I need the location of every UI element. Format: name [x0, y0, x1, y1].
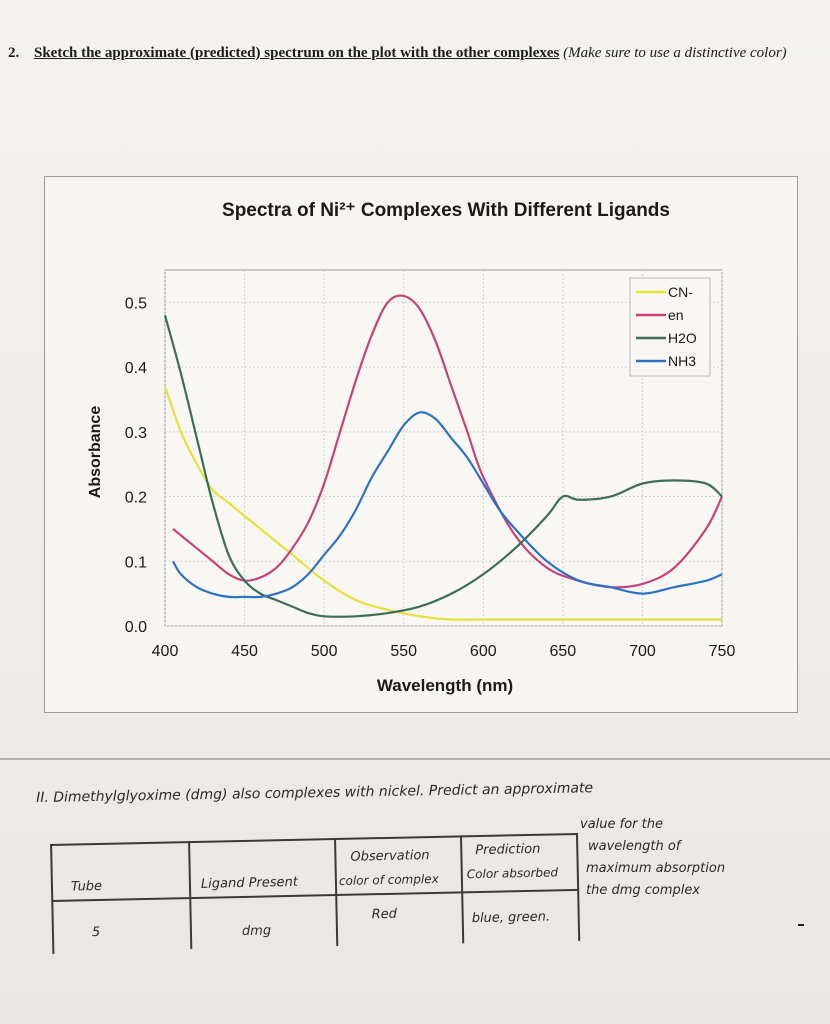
data-table: Tube Ligand Present Observation color of… [50, 829, 582, 955]
series-layer [163, 294, 723, 621]
header-ligand: Ligand Present [200, 874, 299, 892]
note-line-4: the dmg complex [586, 883, 701, 898]
series-line-nh3 [172, 411, 723, 599]
legend-box [629, 277, 711, 377]
y-tick-label: 0.0 [125, 619, 147, 636]
x-tick-labels: 400 450 500 550 600 650 700 750 [152, 643, 736, 660]
section-divider [0, 758, 830, 760]
x-tick-label: 400 [152, 643, 179, 660]
question-instruction: Sketch the approximate (predicted) spect… [34, 45, 560, 61]
question-text: Sketch the approximate (predicted) spect… [34, 44, 804, 63]
table-col-divider-4 [575, 832, 580, 941]
chart-title: Spectra of Ni²⁺ Complexes With Different… [222, 200, 670, 221]
series-line-h2o [163, 315, 723, 618]
y-tick-label: 0.4 [125, 360, 147, 377]
table-header-rule [51, 888, 580, 902]
header-tube: Tube [70, 878, 103, 895]
y-tick-label: 0.3 [125, 425, 147, 442]
y-tick-label: 0.1 [125, 554, 147, 571]
y-tick-labels: 0.0 0.1 0.2 0.3 0.4 0.5 [125, 295, 147, 636]
table-col-divider-1 [188, 841, 192, 950]
stray-mark [798, 924, 804, 926]
y-tick-label: 0.5 [125, 295, 147, 312]
legend-label: en [668, 307, 684, 323]
x-tick-label: 600 [470, 643, 497, 660]
x-tick-label: 700 [629, 643, 656, 660]
table-col-divider-2 [334, 838, 338, 947]
grid-lines [164, 270, 723, 627]
plot-area [164, 269, 723, 627]
note-line-3: maximum absorption [586, 861, 726, 876]
question-number: 2. [8, 45, 20, 61]
cell-prediction: blue, green. [471, 909, 551, 927]
legend-label: NH3 [668, 353, 696, 369]
cell-ligand: dmg [241, 923, 272, 939]
note-line-2: wavelength of [588, 839, 681, 854]
x-tick-label: 750 [709, 643, 736, 660]
header-observation-sub: color of complex [338, 871, 439, 888]
spectra-chart: Spectra of Ni²⁺ Complexes With Different… [87, 200, 736, 695]
header-observation: Observation [350, 848, 430, 865]
table-col-divider-3 [459, 835, 464, 944]
x-tick-label: 550 [390, 643, 417, 660]
x-tick-label: 500 [311, 643, 338, 660]
cell-observation: Red [371, 906, 398, 923]
header-prediction-sub: Color absorbed [466, 865, 559, 882]
chart-frame: Spectra of Ni²⁺ Complexes With Different… [44, 176, 798, 713]
x-axis-label: Wavelength (nm) [377, 676, 513, 695]
x-tick-label: 650 [550, 643, 577, 660]
legend-label: H2O [668, 330, 697, 346]
x-tick-label: 450 [231, 643, 258, 660]
legend-label: CN- [668, 284, 693, 300]
note-line-1: value for the [580, 817, 663, 832]
cell-tube: 5 [91, 924, 101, 941]
header-prediction: Prediction [475, 841, 541, 859]
y-axis-label: Absorbance [87, 406, 104, 499]
chart-legend: CN-en H2O NH3 [629, 277, 711, 377]
question-note: (Make sure to use a distinctive color) [563, 45, 787, 61]
y-tick-label: 0.2 [125, 490, 147, 507]
